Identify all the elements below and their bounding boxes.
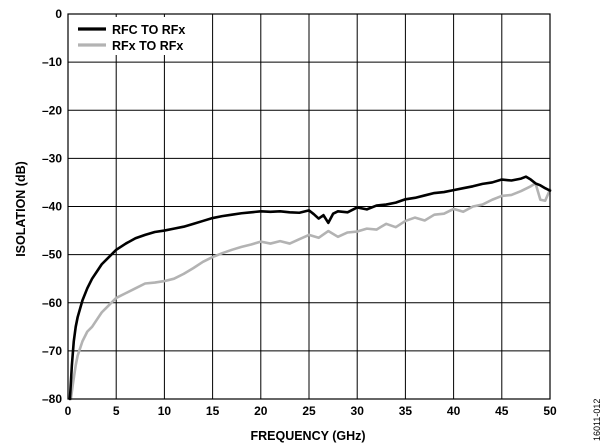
legend-label-rfx-to-rfx: RFx TO RFx — [112, 39, 183, 53]
tick-labels: 0 5 10 15 20 25 30 35 40 45 50 0 –10 –20 –30 –40 –50 –60 –… — [42, 7, 557, 418]
x-tick-label: 40 — [447, 404, 461, 418]
y-tick-label: –60 — [42, 296, 62, 310]
series-line-rfx-to-rfx — [69, 182, 552, 401]
series-line-rfc-to-rfx — [68, 175, 552, 401]
x-tick-label: 25 — [302, 404, 316, 418]
y-tick-label: –10 — [42, 55, 62, 69]
legend: RFC TO RFx RFx TO RFx — [70, 17, 212, 55]
x-tick-label: 45 — [495, 404, 509, 418]
x-tick-label: 0 — [65, 404, 72, 418]
x-tick-label: 20 — [254, 404, 268, 418]
y-axis-label: ISOLATION (dB) — [14, 161, 28, 257]
figure-code: 16011-012 — [592, 399, 602, 441]
y-tick-label: –40 — [42, 200, 62, 214]
x-tick-label: 50 — [543, 404, 557, 418]
plot-frame — [67, 13, 551, 400]
x-tick-label: 5 — [113, 404, 120, 418]
y-tick-label: –50 — [42, 248, 62, 262]
y-tick-label: –70 — [42, 344, 62, 358]
x-tick-label: 15 — [206, 404, 220, 418]
y-tick-label: –30 — [42, 151, 62, 165]
x-tick-label: 10 — [158, 404, 172, 418]
y-tick-label: –80 — [42, 392, 62, 406]
x-axis-label: FREQUENCY (GHz) — [250, 429, 365, 443]
y-tick-label: 0 — [55, 7, 62, 21]
y-tick-label: –20 — [42, 103, 62, 117]
series-layer — [68, 175, 552, 401]
legend-box — [70, 17, 212, 55]
x-tick-label: 30 — [351, 404, 365, 418]
legend-label-rfc-to-rfx: RFC TO RFx — [112, 23, 185, 37]
x-tick-label: 35 — [399, 404, 413, 418]
